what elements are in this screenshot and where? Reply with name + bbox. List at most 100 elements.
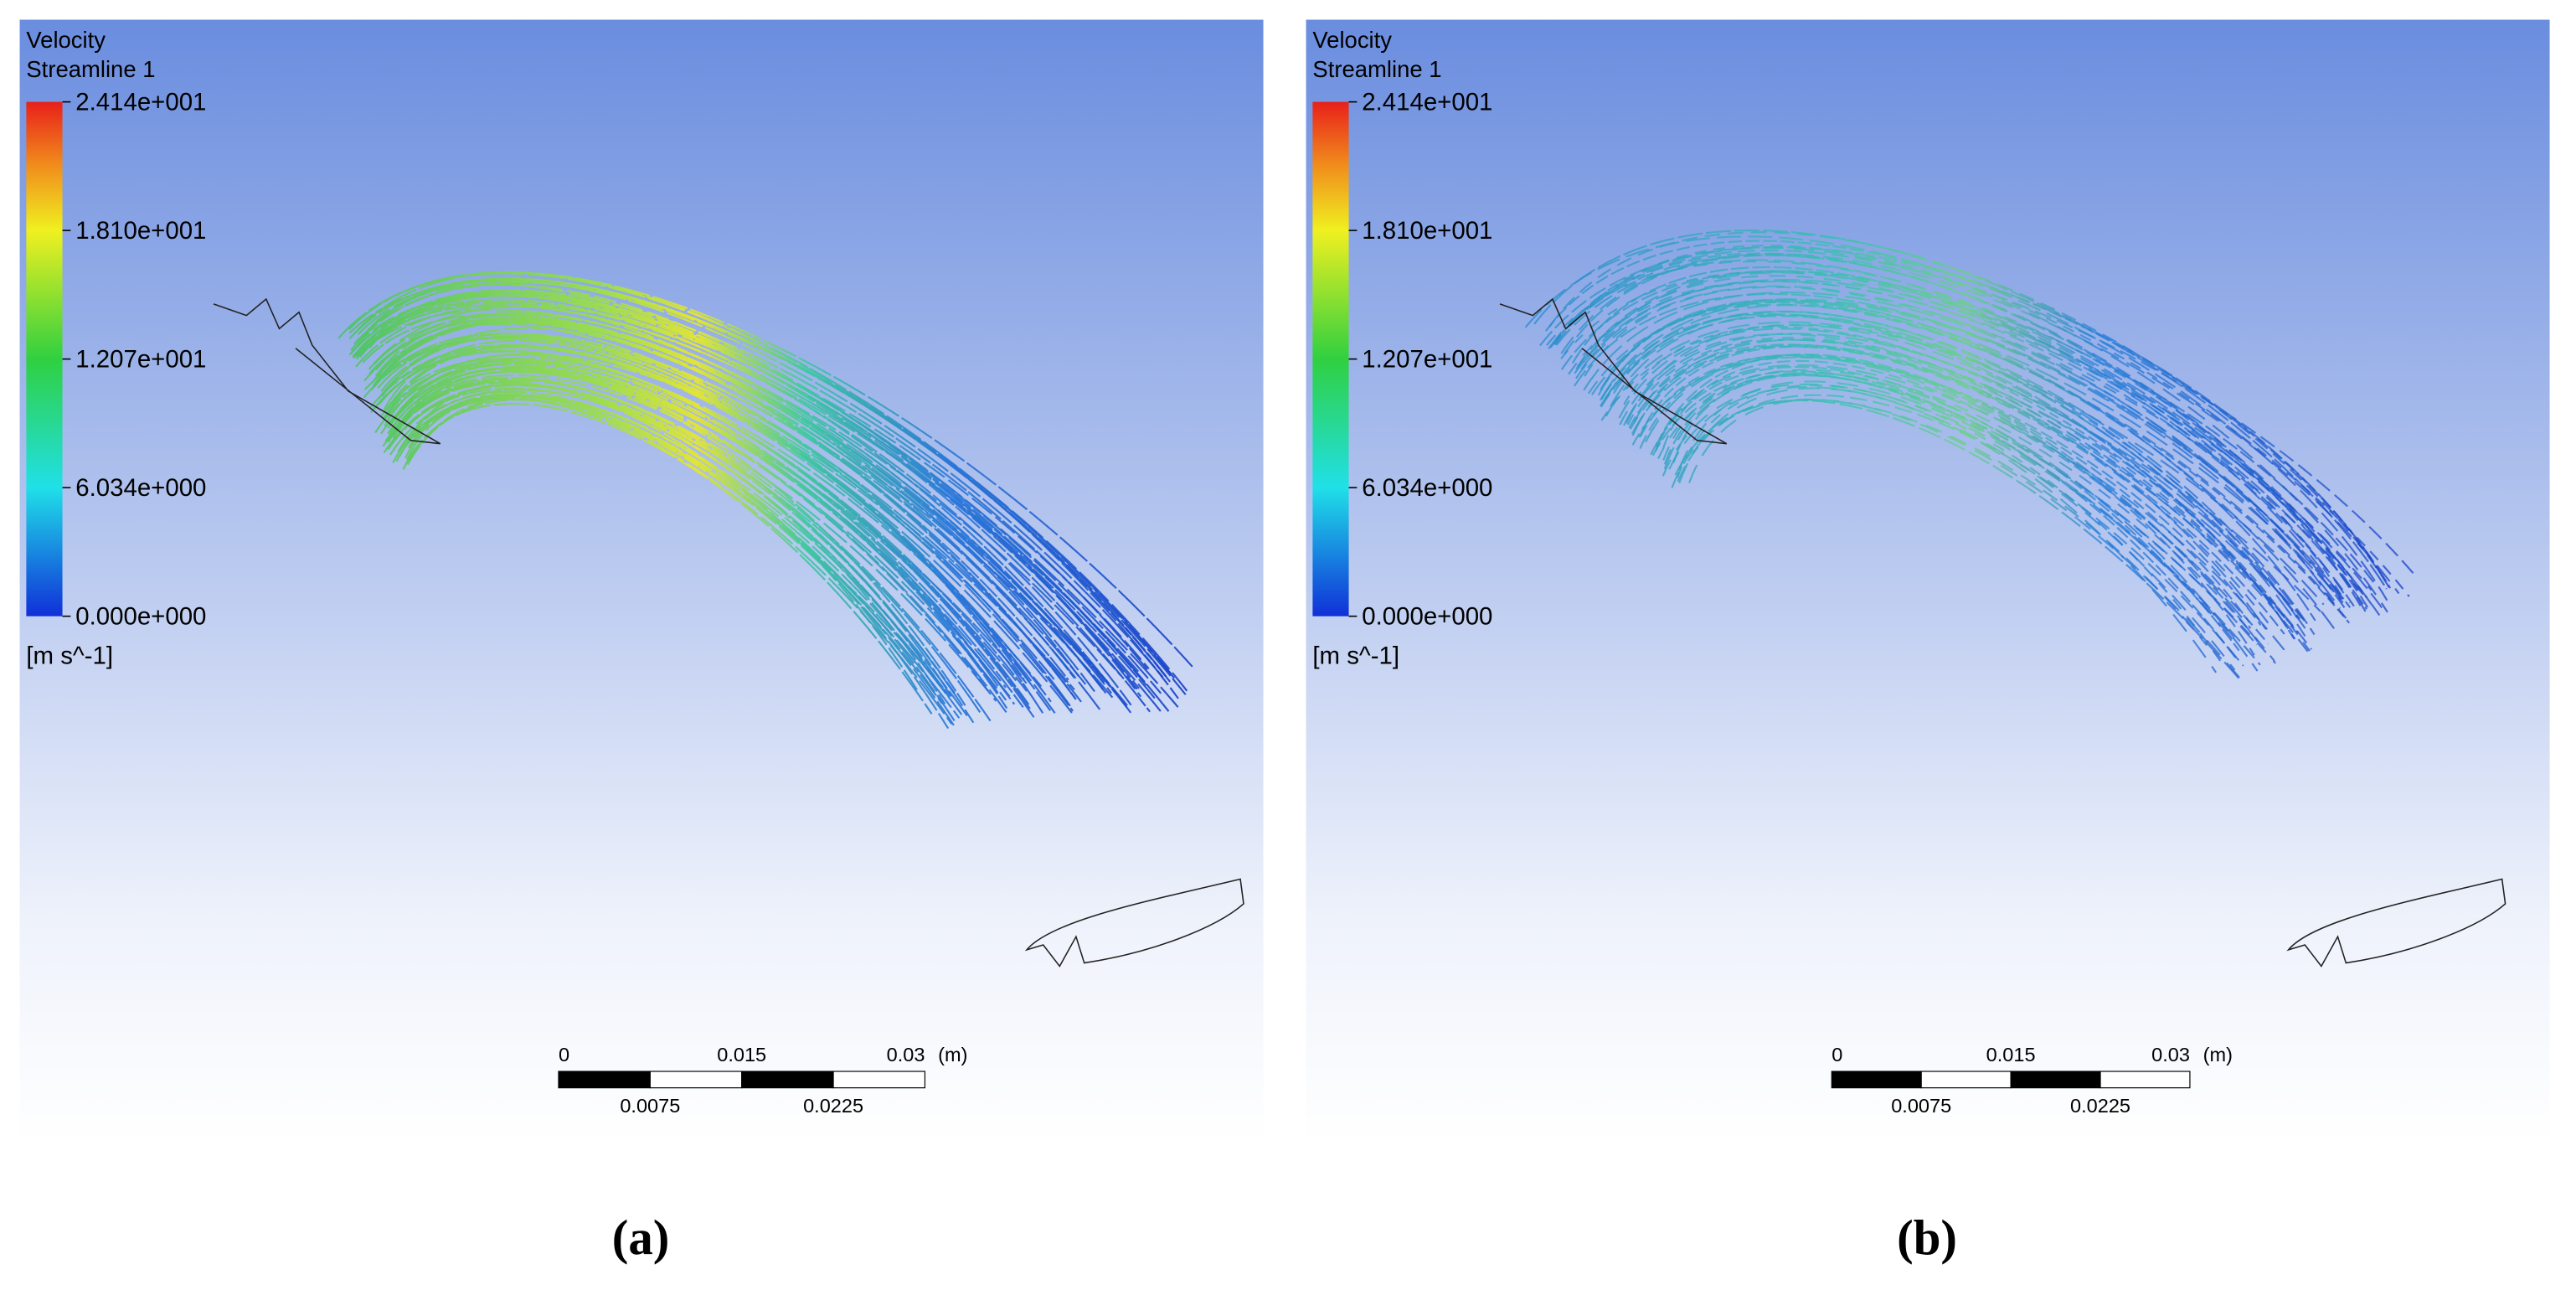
scale-bar-label: 0.0225: [2070, 1095, 2130, 1117]
scale-bar-label: 0.0075: [620, 1095, 680, 1117]
streamline: [404, 396, 953, 725]
streamline: [1645, 355, 2252, 629]
streamline: [389, 357, 1043, 688]
streamline: [1678, 387, 2218, 673]
streamline: [387, 345, 1025, 680]
viewport-background: [1306, 19, 2550, 1144]
outlet-outline: [2286, 878, 2506, 968]
legend-unit: [m s^-1]: [26, 642, 113, 670]
streamline: [1638, 345, 2299, 634]
streamline: [1574, 280, 2355, 607]
streamline: [1676, 384, 2223, 664]
streamline: [1623, 333, 2301, 620]
legend-subtitle: Streamline 1: [26, 56, 155, 82]
scale-bar-segment: [1831, 1071, 1922, 1089]
streamline: [1688, 399, 2241, 679]
legend-unit: [m s^-1]: [1312, 642, 1399, 670]
viewport-background: [19, 19, 1264, 1144]
streamline: [1628, 343, 2285, 635]
color-bar-label: 6.034e+000: [75, 474, 206, 502]
streamline: [380, 335, 1087, 685]
streamline: [1603, 302, 2350, 624]
figure-content: Velocity Streamline 1 2.414e+001 1.810e+001…: [19, 19, 2550, 1265]
streamline: [1672, 374, 2258, 646]
streamline: [406, 383, 941, 687]
streamline: [1597, 298, 2316, 622]
streamline: [392, 395, 955, 726]
outlet-outline: [1024, 878, 1244, 968]
streamline: [1610, 313, 2306, 637]
streamline: [384, 369, 966, 706]
streamline: [1575, 270, 2381, 617]
streamline: [1625, 324, 2296, 640]
color-bar-label: 2.414e+001: [1362, 88, 1492, 116]
inlet-outline: [1499, 297, 1728, 445]
streamline: [1639, 353, 2255, 656]
streamline: [1584, 286, 2367, 598]
color-bar-label: 1.207e+001: [75, 345, 206, 373]
streamline: [1631, 343, 2267, 630]
streamline: [1605, 321, 2325, 606]
streamline: [381, 327, 1077, 700]
streamline: [350, 293, 1132, 714]
streamline: [1604, 304, 2338, 633]
streamline: [358, 295, 1147, 686]
scale-bar-label: 0.0075: [1891, 1095, 1951, 1117]
color-bar-label: 1.207e+001: [1362, 345, 1492, 373]
color-bar-label: 2.414e+001: [75, 88, 206, 116]
streamline: [1633, 338, 2313, 650]
streamline: [1618, 328, 2321, 612]
streamline: [406, 399, 951, 697]
streamline: [1600, 300, 2344, 604]
streamline: [1568, 280, 2372, 591]
scale-bar-segment: [1920, 1071, 2012, 1089]
scale-bar-segment: [558, 1071, 651, 1089]
scale-bar-segment: [741, 1071, 834, 1089]
streamline: [389, 371, 1028, 684]
scale-bar-segment: [649, 1071, 743, 1089]
scale-bar-unit: (m): [938, 1044, 967, 1066]
streamline: [388, 367, 1007, 713]
streamline: [1587, 303, 2347, 619]
color-bar-label: 1.810e+001: [1362, 217, 1492, 245]
streamline: [1560, 270, 2375, 583]
streamline: [383, 339, 1056, 715]
legend-title: Velocity: [26, 27, 106, 53]
streamline: [386, 380, 950, 730]
scale-bar-unit: (m): [2203, 1044, 2233, 1066]
streamline: [371, 322, 1074, 712]
streamline: [1639, 353, 2251, 623]
streamline: [1650, 366, 2240, 652]
streamline: [1674, 399, 2239, 679]
streamline: [1655, 364, 2285, 651]
panel: Velocity Streamline 1 2.414e+001 1.810e+001…: [1306, 19, 2550, 1265]
streamline: [1599, 300, 2342, 610]
scale-bar-label: 0.015: [717, 1044, 766, 1066]
panel: Velocity Streamline 1 2.414e+001 1.810e+001…: [19, 19, 1264, 1265]
streamline: [387, 365, 1011, 698]
legend-title: Velocity: [1312, 27, 1392, 53]
scale-bar-segment: [832, 1071, 926, 1089]
streamline: [1555, 259, 2383, 609]
scale-bar-label: 0: [1832, 1044, 1842, 1066]
streamline: [1574, 292, 2352, 608]
streamline: [1545, 240, 2382, 575]
streamline: [1662, 359, 2269, 645]
streamline: [1631, 338, 2304, 620]
streamline: [1571, 266, 2367, 610]
color-bar: [26, 101, 63, 617]
color-bar-label: 1.810e+001: [75, 217, 206, 245]
streamline: [1629, 345, 2271, 627]
streamline: [1554, 249, 2414, 574]
scale-bar-label: 0.015: [1986, 1044, 2036, 1066]
panel-caption: (b): [1897, 1210, 1957, 1265]
color-bar-label: 0.000e+000: [1362, 602, 1492, 630]
scale-bar-label: 0.03: [887, 1044, 925, 1066]
scale-bar-label: 0.0225: [803, 1095, 863, 1117]
streamline: [387, 384, 956, 694]
streamline: [390, 374, 1007, 701]
scale-bar-segment: [2099, 1071, 2191, 1089]
streamline: [352, 294, 1162, 694]
